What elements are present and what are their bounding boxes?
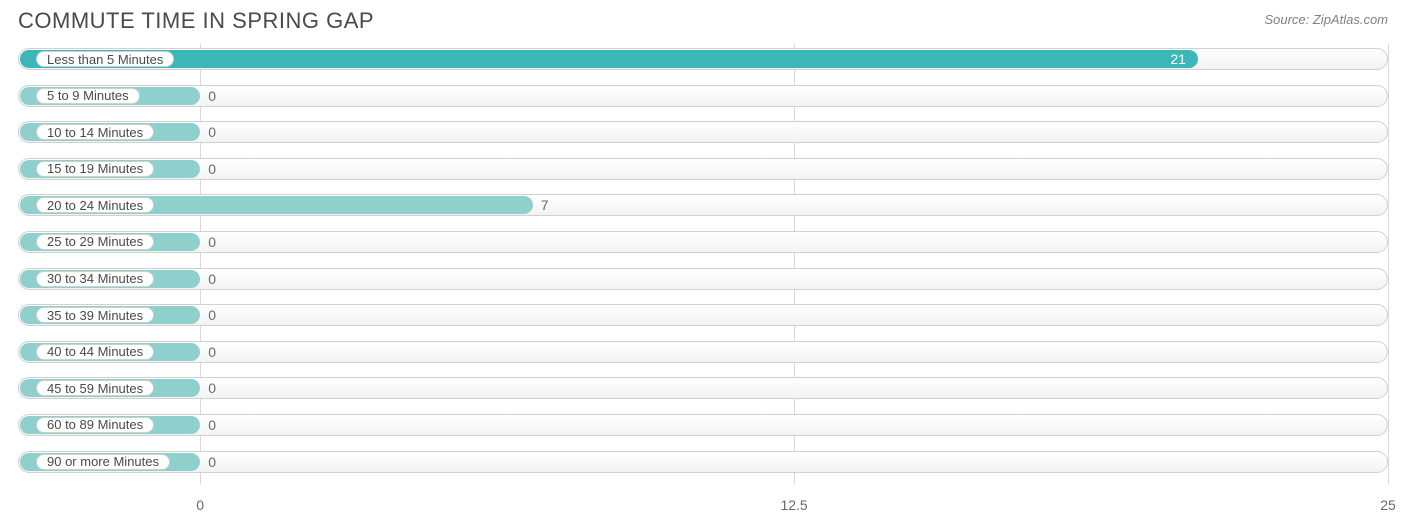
bar-row: 15 to 19 Minutes 0 xyxy=(18,154,1388,184)
bar-value: 0 xyxy=(200,300,216,330)
bar-cap xyxy=(23,308,31,322)
bar-value: 0 xyxy=(200,264,216,294)
category-label: 5 to 9 Minutes xyxy=(36,88,140,104)
bar-cap xyxy=(23,455,31,469)
bar-cap xyxy=(23,235,31,249)
chart-area: Less than 5 Minutes215 to 9 Minutes010 t… xyxy=(0,34,1406,484)
bar-track xyxy=(18,121,1388,143)
category-label: Less than 5 Minutes xyxy=(36,51,174,67)
bar-cap xyxy=(23,418,31,432)
bar-row: Less than 5 Minutes 21 xyxy=(18,44,1388,74)
gridline xyxy=(1388,44,1389,484)
category-label: 35 to 39 Minutes xyxy=(36,307,154,323)
bar-row: 25 to 29 Minutes 0 xyxy=(18,227,1388,257)
bar-value: 0 xyxy=(200,117,216,147)
bar-row: 10 to 14 Minutes 0 xyxy=(18,117,1388,147)
bar-value: 21 xyxy=(1170,44,1186,74)
category-label: 45 to 59 Minutes xyxy=(36,380,154,396)
bar-value: 0 xyxy=(200,373,216,403)
x-tick: 12.5 xyxy=(780,497,807,513)
plot: Less than 5 Minutes215 to 9 Minutes010 t… xyxy=(18,44,1388,484)
bar-row: 5 to 9 Minutes 0 xyxy=(18,81,1388,111)
source-attribution: Source: ZipAtlas.com xyxy=(1264,8,1388,27)
bar-container: Less than 5 Minutes215 to 9 Minutes010 t… xyxy=(18,44,1388,477)
bar-track xyxy=(18,304,1388,326)
category-label: 90 or more Minutes xyxy=(36,454,170,470)
bar-track xyxy=(18,268,1388,290)
bar-track xyxy=(18,341,1388,363)
bar-row: 60 to 89 Minutes 0 xyxy=(18,410,1388,440)
category-label: 15 to 19 Minutes xyxy=(36,161,154,177)
bar-cap xyxy=(23,381,31,395)
bar-value: 7 xyxy=(533,190,549,220)
bar-row: 45 to 59 Minutes 0 xyxy=(18,373,1388,403)
bar-cap xyxy=(23,345,31,359)
bar-track xyxy=(18,85,1388,107)
bar-value: 0 xyxy=(200,227,216,257)
bar-track xyxy=(18,231,1388,253)
bar-cap xyxy=(23,198,31,212)
category-label: 60 to 89 Minutes xyxy=(36,417,154,433)
bar-cap xyxy=(23,125,31,139)
bar-row: 90 or more Minutes 0 xyxy=(18,447,1388,477)
category-label: 30 to 34 Minutes xyxy=(36,271,154,287)
category-label: 25 to 29 Minutes xyxy=(36,234,154,250)
bar-track xyxy=(18,377,1388,399)
bar-row: 30 to 34 Minutes 0 xyxy=(18,264,1388,294)
bar-value: 0 xyxy=(200,154,216,184)
bar-row: 20 to 24 Minutes 7 xyxy=(18,190,1388,220)
bar-row: 40 to 44 Minutes 0 xyxy=(18,337,1388,367)
bar-track xyxy=(18,451,1388,473)
x-tick: 0 xyxy=(196,497,204,513)
bar-track xyxy=(18,158,1388,180)
bar-cap xyxy=(23,89,31,103)
bar-value: 0 xyxy=(200,337,216,367)
bar-value: 0 xyxy=(200,447,216,477)
category-label: 10 to 14 Minutes xyxy=(36,124,154,140)
chart-title: COMMUTE TIME IN SPRING GAP xyxy=(18,8,374,34)
category-label: 40 to 44 Minutes xyxy=(36,344,154,360)
category-label: 20 to 24 Minutes xyxy=(36,197,154,213)
bar-cap xyxy=(23,52,31,66)
bar-cap xyxy=(23,162,31,176)
bar-fill xyxy=(20,50,1198,68)
x-axis: 012.525 xyxy=(18,493,1388,519)
x-tick: 25 xyxy=(1380,497,1396,513)
bar-value: 0 xyxy=(200,81,216,111)
bar-row: 35 to 39 Minutes 0 xyxy=(18,300,1388,330)
bar-track xyxy=(18,414,1388,436)
bar-value: 0 xyxy=(200,410,216,440)
bar-cap xyxy=(23,272,31,286)
